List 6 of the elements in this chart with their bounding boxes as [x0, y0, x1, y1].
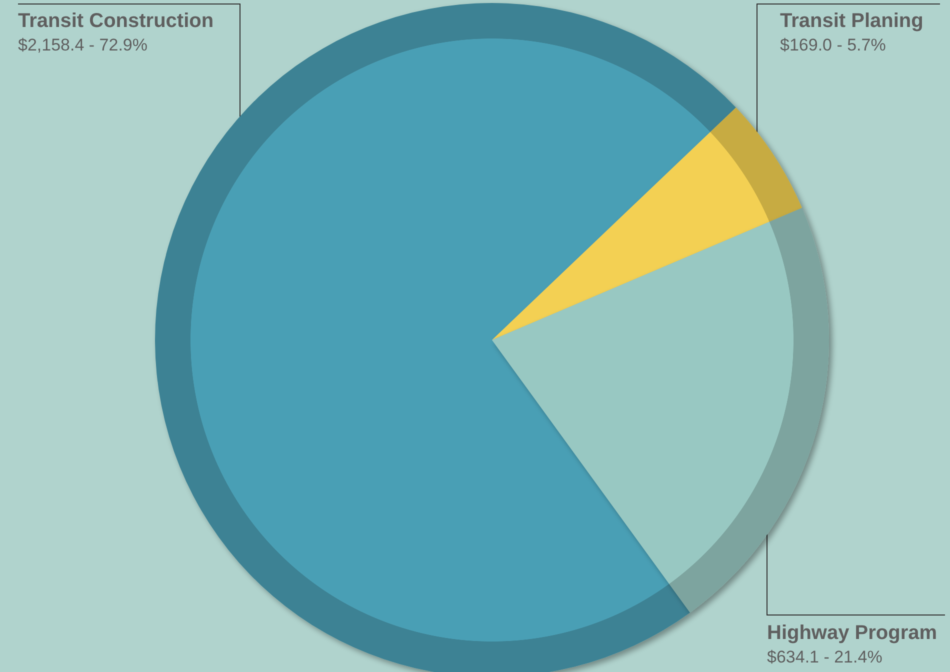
- data-label: $169.0 - 5.7%: [780, 36, 886, 54]
- data-label: $634.1 - 21.4%: [767, 648, 882, 666]
- slice-label: Transit Planing: [780, 10, 924, 32]
- data-label: $2,158.4 - 72.9%: [18, 36, 148, 54]
- slice-label: Highway Program: [767, 622, 938, 644]
- slice-label: Transit Construction: [18, 10, 214, 32]
